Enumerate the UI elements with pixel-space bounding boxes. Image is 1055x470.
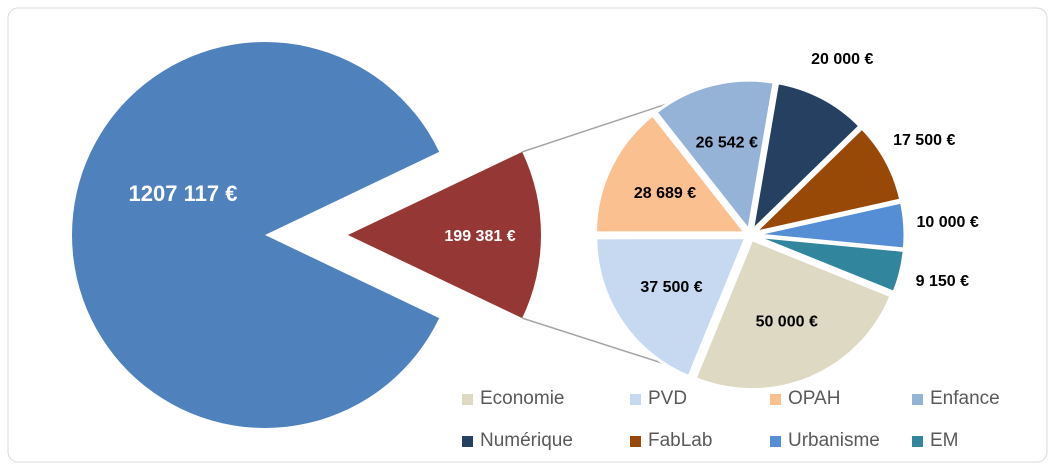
- legend-swatch: [630, 393, 641, 405]
- legend-label: Economie: [480, 388, 565, 409]
- legend-label: Numérique: [480, 430, 573, 451]
- pie-slice: [348, 151, 541, 319]
- legend: Economie PVD OPAH Enfance Numérique FabLab Urb…: [462, 378, 1047, 462]
- legend-swatch: [462, 393, 473, 405]
- pie-slice: [653, 78, 776, 234]
- data-label: 26 542 €: [696, 135, 758, 152]
- legend-item: FabLab: [630, 420, 770, 462]
- pie-slice: [749, 125, 903, 236]
- pie-slice: [594, 236, 749, 379]
- data-label: 1207 117 €: [129, 181, 238, 206]
- legend-swatch: [912, 393, 923, 405]
- legend-label: Enfance: [930, 388, 1000, 409]
- legend-swatch: [770, 393, 781, 405]
- pie-slice: [754, 234, 906, 295]
- pie-slice: [693, 237, 893, 392]
- data-label: 50 000 €: [756, 313, 818, 330]
- legend-swatch: [630, 435, 641, 447]
- legend-item: OPAH: [770, 378, 912, 420]
- legend-item: EM: [912, 420, 1032, 462]
- pie-slice: [750, 80, 863, 235]
- legend-label: FabLab: [648, 430, 713, 451]
- data-label: 17 500 €: [893, 132, 955, 149]
- pie-slice: [71, 41, 440, 428]
- legend-label: OPAH: [788, 388, 841, 409]
- data-label: 28 689 €: [634, 185, 696, 202]
- data-label: 199 381 €: [444, 228, 515, 245]
- data-label: 10 000 €: [916, 214, 978, 231]
- legend-label: EM: [930, 430, 959, 451]
- legend-item: Numérique: [462, 420, 630, 462]
- pie-slice: [754, 200, 907, 251]
- legend-swatch: [462, 435, 473, 447]
- legend-swatch: [912, 435, 923, 447]
- data-label: 9 150 €: [916, 273, 969, 290]
- pie-slice: [594, 112, 749, 235]
- data-label: 37 500 €: [640, 279, 702, 296]
- legend-label: PVD: [648, 388, 688, 409]
- legend-item: Urbanisme: [770, 420, 912, 462]
- data-label: 20 000 €: [811, 51, 873, 68]
- legend-item: PVD: [630, 378, 770, 420]
- legend-item: Enfance: [912, 378, 1032, 420]
- legend-label: Urbanisme: [788, 430, 880, 451]
- legend-swatch: [770, 435, 781, 447]
- legend-item: Economie: [462, 378, 630, 420]
